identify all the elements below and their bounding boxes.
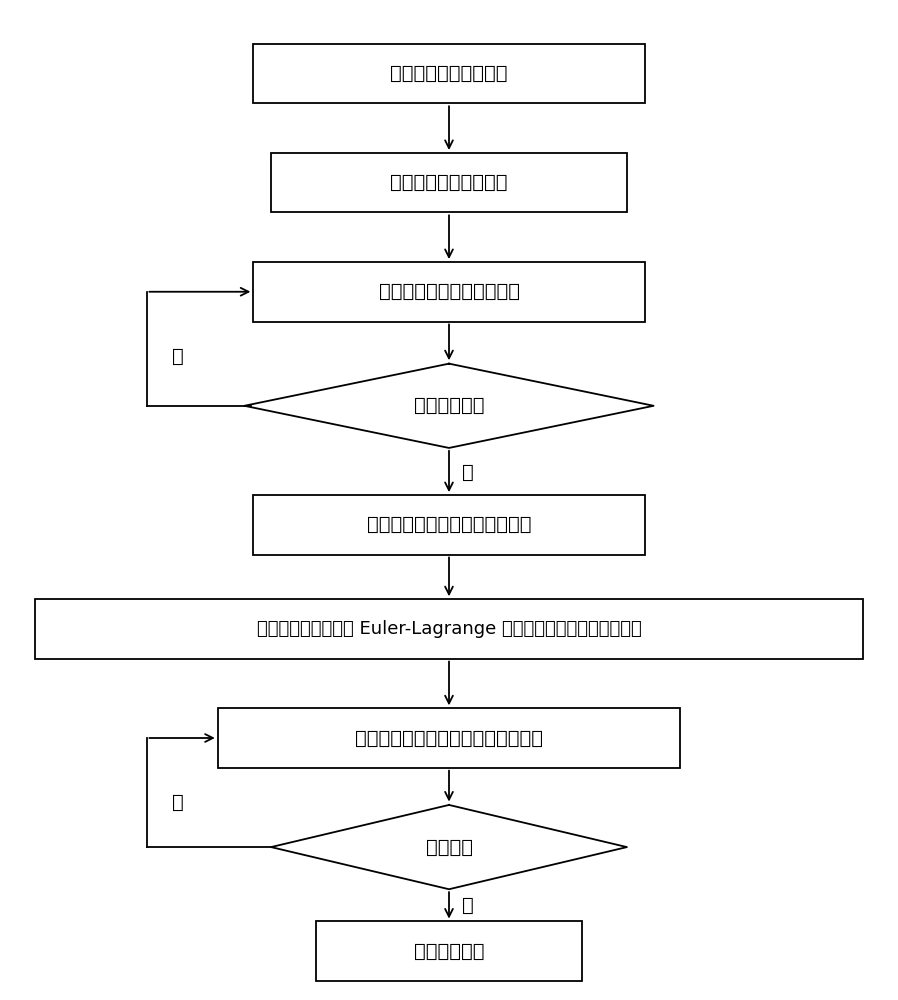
Bar: [35, 599, 863, 659]
Text: 利用有限差分法进行水平集函数迭代: 利用有限差分法进行水平集函数迭代: [355, 728, 543, 748]
Bar: [253, 262, 645, 322]
Bar: [315, 921, 583, 981]
Text: 是: 是: [462, 896, 474, 915]
Text: 否: 否: [172, 793, 183, 812]
Bar: [217, 708, 681, 768]
Text: 利用广度优先搜索进行遍历: 利用广度优先搜索进行遍历: [378, 282, 520, 301]
Text: 是否遍历完成: 是否遍历完成: [414, 396, 484, 415]
Text: 输出分割结果: 输出分割结果: [414, 942, 484, 961]
Bar: [253, 44, 645, 103]
Text: 是: 是: [462, 463, 474, 482]
Text: 求解能量泛函对应的 Euler-Lagrange 方程得到水平集函数演化方程: 求解能量泛函对应的 Euler-Lagrange 方程得到水平集函数演化方程: [257, 620, 641, 638]
Bar: [253, 495, 645, 555]
Bar: [271, 153, 627, 212]
Text: 以区域生长的结果作为初始轮廓: 以区域生长的结果作为初始轮廓: [366, 515, 532, 534]
Text: 确认种子点和生长准则: 确认种子点和生长准则: [391, 173, 507, 192]
Text: 计算图像统计量和阙値: 计算图像统计量和阙値: [391, 64, 507, 83]
Text: 否: 否: [172, 347, 183, 366]
Text: 是否收敛: 是否收敛: [426, 838, 472, 857]
